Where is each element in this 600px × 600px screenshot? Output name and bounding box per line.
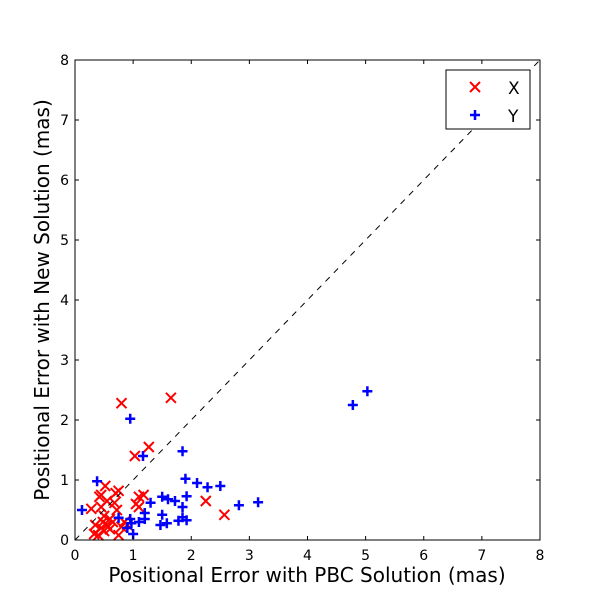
x-tick-label: 4 [303, 548, 312, 564]
x-axis-label: Positional Error with PBC Solution (mas) [108, 563, 505, 587]
data-point-y [113, 512, 124, 523]
x-tick-label: 3 [245, 548, 254, 564]
data-point-y [122, 523, 133, 533]
data-point-x [200, 495, 212, 507]
x-tick-label: 7 [477, 548, 486, 564]
y-tick-label: 8 [60, 53, 69, 69]
data-point-x [165, 392, 177, 404]
data-point-y [76, 505, 87, 515]
y-tick-label: 0 [60, 533, 69, 549]
data-point-y [157, 491, 168, 502]
x-tick-label: 5 [361, 548, 370, 564]
axis-ticks: 0 1 2 3 4 5 6 7 8 0 1 2 3 4 5 6 7 8 [60, 53, 544, 564]
y-tick-label: 6 [60, 173, 69, 189]
data-point-y [157, 509, 168, 520]
y-tick-label: 3 [60, 353, 69, 369]
data-point-y [181, 515, 192, 526]
data-point-x [115, 397, 128, 409]
data-point-y [169, 496, 180, 506]
data-point-x [89, 519, 102, 531]
data-point-y [253, 497, 264, 508]
y-tick-label: 7 [60, 113, 69, 129]
data-point-x [112, 529, 125, 541]
data-point-y [181, 491, 192, 502]
data-point-x [218, 509, 231, 521]
y-tick-label: 5 [60, 233, 69, 249]
data-point-x [129, 450, 141, 462]
x-tick-label: 0 [71, 548, 80, 564]
data-point-x [104, 523, 116, 535]
data-point-y [180, 473, 191, 484]
legend-label-x: X [508, 79, 520, 99]
data-point-y [177, 446, 188, 457]
data-point-x [85, 503, 97, 515]
data-point-x [88, 528, 100, 540]
legend: X Y [445, 69, 531, 130]
legend-marker-x [469, 81, 481, 93]
data-point-y [139, 514, 150, 524]
data-point-y [202, 482, 213, 493]
data-point-y [177, 502, 188, 512]
legend-marker-y [470, 110, 480, 120]
y-tick-label: 2 [60, 413, 69, 429]
data-point-y [362, 386, 373, 397]
x-tick-label: 8 [536, 548, 545, 564]
x-tick-label: 2 [187, 548, 196, 564]
y-tick-label: 1 [60, 473, 69, 489]
data-point-x [133, 501, 145, 513]
x-tick-label: 6 [419, 548, 428, 564]
data-point-y [138, 451, 149, 461]
legend-label-y: Y [507, 107, 519, 127]
data-point-y [161, 518, 172, 529]
data-point-y [233, 500, 244, 511]
y-axis-label: Positional Error with New Solution (mas) [30, 99, 54, 501]
data-point-y [347, 400, 358, 410]
data-point-x [99, 480, 111, 492]
data-point-y [92, 476, 103, 487]
data-point-x [143, 441, 155, 453]
y-tick-label: 4 [60, 293, 69, 309]
data-point-y [155, 520, 166, 530]
legend-marker-icon [469, 81, 481, 93]
data-point-x [137, 489, 150, 501]
legend-marker-icon [470, 110, 480, 120]
legend-box [445, 69, 531, 130]
data-point-x [101, 495, 113, 507]
x-tick-label: 1 [129, 548, 138, 564]
data-point-x [111, 504, 123, 516]
data-point-y [192, 478, 203, 488]
data-point-y [125, 413, 136, 424]
data-point-y [145, 497, 156, 508]
data-point-y [163, 494, 173, 505]
reference-line [74, 59, 541, 541]
data-point-y [215, 481, 226, 491]
data-points [76, 386, 373, 541]
